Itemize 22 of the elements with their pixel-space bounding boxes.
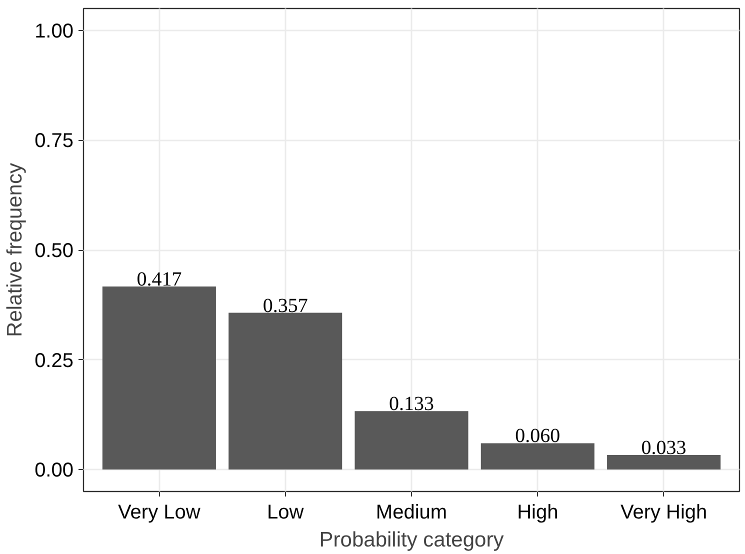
y-tick-label: 0.50 — [34, 240, 74, 262]
y-tick-label: 0.25 — [34, 350, 74, 372]
bar — [480, 443, 594, 470]
y-axis-title: Relative frequency — [4, 162, 27, 337]
x-tick-label: High — [517, 502, 558, 524]
data-label: 0.133 — [389, 393, 434, 416]
bar — [354, 411, 468, 470]
data-label: 0.060 — [515, 425, 560, 448]
x-tick-label: Low — [267, 502, 304, 524]
data-label: 0.033 — [641, 437, 686, 460]
y-tick-label: 0.75 — [34, 130, 74, 152]
y-tick-label: 0.00 — [34, 460, 74, 482]
x-axis-title: Probability category — [319, 528, 504, 552]
bar — [228, 312, 342, 470]
bar — [607, 455, 721, 470]
data-label: 0.417 — [136, 268, 182, 290]
bar — [102, 286, 216, 470]
y-tick-label: 1.00 — [34, 20, 74, 42]
x-tick-label: Very High — [620, 502, 708, 524]
data-label: 0.357 — [262, 294, 308, 317]
x-tick-label: Very Low — [118, 502, 201, 524]
x-tick-label: Medium — [376, 502, 448, 524]
